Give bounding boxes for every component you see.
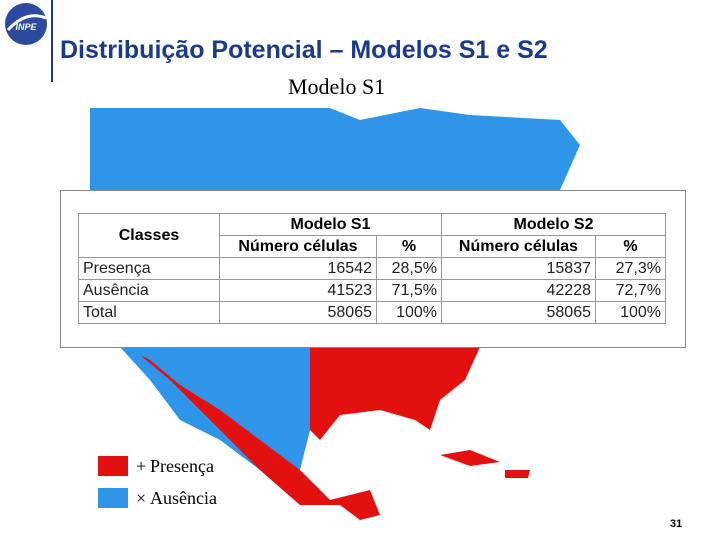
legend-label: Ausência bbox=[150, 488, 217, 508]
subheader-cell: % bbox=[595, 235, 666, 258]
legend-symbol: + bbox=[136, 456, 146, 476]
logo-text: INPE bbox=[15, 22, 37, 32]
cell: 58065 bbox=[219, 301, 377, 324]
cell: 100% bbox=[595, 301, 666, 324]
subheader-cell: % bbox=[376, 235, 442, 258]
title: Distribuição Potencial – Modelos S1 e S2 bbox=[60, 36, 548, 64]
cell: 27,3% bbox=[595, 257, 666, 280]
table-row: Ausência 41523 71,5% 42228 72,7% bbox=[78, 279, 666, 302]
legend-swatch bbox=[98, 488, 128, 508]
row-label: Ausência bbox=[78, 279, 220, 302]
header-cell: Modelo S2 bbox=[441, 213, 666, 236]
row-label: Presença bbox=[78, 257, 220, 280]
caribbean bbox=[505, 470, 530, 478]
cell: 41523 bbox=[219, 279, 377, 302]
cell: 58065 bbox=[441, 301, 596, 324]
table-row: Presença 16542 28,5% 15837 27,3% bbox=[78, 257, 666, 280]
legend-label: Presença bbox=[150, 456, 214, 476]
table-body: Presença 16542 28,5% 15837 27,3% Ausência 4152… bbox=[78, 257, 666, 324]
page-number: 31 bbox=[670, 518, 683, 530]
cell: 100% bbox=[376, 301, 442, 324]
map bbox=[90, 108, 580, 520]
header-cell: Classes bbox=[78, 213, 220, 258]
table-box: Classes Modelo S1 Modelo S2 Número célul… bbox=[60, 190, 686, 348]
table-row: Total 58065 100% 58065 100% bbox=[78, 301, 666, 324]
header-cell: Modelo S1 bbox=[219, 213, 442, 236]
legend-symbol: × bbox=[136, 488, 146, 508]
mexico-area bbox=[140, 355, 380, 520]
north-area bbox=[90, 108, 580, 190]
row-label: Total bbox=[78, 301, 220, 324]
logo-orbit bbox=[6, 14, 47, 32]
cell: 15837 bbox=[441, 257, 596, 280]
logo bbox=[5, 3, 47, 45]
cell: 71,5% bbox=[376, 279, 442, 302]
cell: 42228 bbox=[441, 279, 596, 302]
subheader-cell: Número células bbox=[441, 235, 596, 258]
cell: 72,7% bbox=[595, 279, 666, 302]
legend-swatch bbox=[98, 456, 128, 476]
table: Classes Modelo S1 Modelo S2 Número célul… bbox=[78, 213, 666, 324]
subheader-cell: Número células bbox=[219, 235, 377, 258]
caribbean bbox=[440, 450, 500, 466]
east-area bbox=[310, 347, 480, 440]
cell: 16542 bbox=[219, 257, 377, 280]
map-title: Modelo S1 bbox=[288, 74, 386, 99]
cell: 28,5% bbox=[376, 257, 442, 280]
